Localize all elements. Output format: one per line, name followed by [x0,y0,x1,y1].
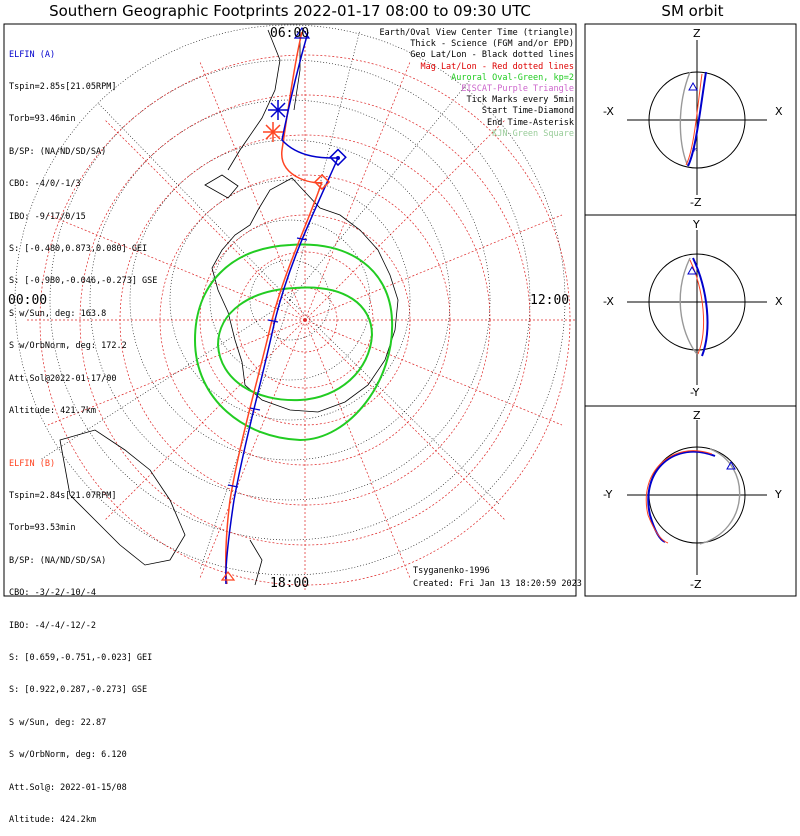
elfin-a-line: CBO: -4/0/-1/3 [9,179,81,190]
legend-item: Tick Marks every 5min [466,95,574,106]
lt-label-right: 12:00 [530,293,570,308]
south-america-coast [227,29,281,171]
sm3-label-left: -Y [603,488,613,501]
elfin-b-line: Torb=93.53min [9,523,76,534]
legend-item: Geo Lat/Lon - Black dotted lines [410,50,574,61]
elfin-a-start-marker [336,156,340,160]
elfin-a-line: IBO: -9/17/0/15 [9,211,86,222]
legend-item: EISCAT-Purple Triangle [461,84,574,95]
sm1-triangle [688,81,698,91]
new-zealand-coast [249,539,263,586]
legend-item: Auroral Oval-Green, kp=2 [451,72,574,83]
elfin-b-info: ELFIN (B) Tspin=2.84s[21.07RPM] Torb=93.… [9,437,152,836]
polar-map [14,24,575,590]
elfin-a-line: S: [-0.480,0.873,0.080] GEI [9,243,148,254]
elfin-a-start-diamond [329,148,347,167]
coastlines [59,29,399,586]
lt-label-top: 06:00 [270,26,310,41]
elfin-b-line: S: [0.659,-0.751,-0.023] GEI [9,652,153,663]
sm-panel-xz: * [627,40,767,195]
elfin-a-title: ELFIN (A) [9,49,56,60]
elfin-a-line: Tspin=2.85s[21.05RPM] [9,81,117,92]
sm3-orbit-ghost [699,448,741,545]
elfin-b-line: S: [0.922,0.287,-0.273] GSE [9,685,148,696]
elfin-b-line: CBO: -3/-2/-10/-4 [9,588,96,599]
auroral-oval-outer [193,243,394,442]
elfin-a-line: Torb=93.46min [9,114,76,125]
elfin-b-line: S w/Sun, deg: 22.87 [9,717,107,728]
elfin-a-line: S w/Sun, deg: 163.8 [9,308,107,319]
australia-coast [59,429,186,566]
sm3-triangle [726,460,736,470]
sm2-label-bottom: -Y [690,386,700,399]
legend-item: End Time-Asterisk [487,117,574,128]
sm2-label-right: X [775,295,783,308]
elfin-a-line: S w/OrbNorm, deg: 172.2 [9,341,127,352]
elfin-b-view-triangle [220,571,236,581]
elfin-b-line: Altitude: 424.2km [9,814,96,825]
sm3-orbit-b [645,450,713,544]
legend-item: KJN-Green Square [492,128,574,139]
sm3-label-right: Y [775,488,782,501]
elfin-a-info: ELFIN (A) Tspin=2.85s[21.05RPM] Torb=93.… [9,28,157,427]
legend-item: Start Time-Diamond [481,106,574,117]
sm1-label-left: -X [603,105,614,118]
page-title: Southern Geographic Footprints 2022-01-1… [49,2,531,20]
sm3-orbit-a [647,450,716,543]
credit-model: Tsyganenko-1996 [413,566,490,576]
elfin-b-line: Tspin=2.84s[21.07RPM] [9,490,117,501]
sm3-label-top: Z [693,409,701,422]
elfin-b-end-asterisk [263,122,283,142]
legend-item: Thick - Science (FGM and/or EPD) [410,39,574,50]
sm2-label-left: -X [603,295,614,308]
credit-created: Created: Fri Jan 13 18:20:59 2023 [413,579,582,589]
map-frame [3,23,577,597]
sm1-earth [648,71,746,169]
elfin-a-track [225,31,340,585]
sm2-orbit-ghost [679,257,698,355]
sm1-orbit-a [687,71,707,167]
sm2-triangle [687,265,697,275]
sm1-label-bottom: -Z [690,196,702,209]
island-coast [204,174,239,199]
elfin-b-line: IBO: -4/-4/-12/-2 [9,620,96,631]
legend-item: Earth/Oval View Center Time (triangle) [379,28,574,38]
elfin-b-line: B/SP: (NA/ND/SD/SA) [9,555,107,566]
elfin-a-ticks [227,237,308,488]
figure-canvas: * [3,23,797,597]
auroral-oval-inner [216,286,374,402]
elfin-a-line: B/SP: (NA/ND/SD/SA) [9,146,107,157]
elfin-a-line: Att.Sol@2022-01-17/00 [9,373,117,384]
elfin-b-start-diamond [313,173,331,191]
sm1-label-top: Z [693,27,701,40]
elfin-b-line: Att.Sol@: 2022-01-15/08 [9,782,127,793]
sm2-orbit-b [689,259,705,355]
map-legend: Earth/Oval View Center Time (triangle) T… [380,28,574,140]
legend-item: Mag Lat/Lon - Red dotted lines [420,61,574,72]
sm1-orbit-ghost [679,71,691,167]
auroral-oval [193,243,394,442]
sm2-orbit-a [692,257,709,357]
sm-panel-yz [627,420,767,575]
elfin-a-view-triangle [293,26,311,39]
sm3-label-bottom: -Z [690,578,702,591]
mag-lon-lines [25,40,575,590]
antarctica-coast [211,177,399,413]
lt-label-left: 00:00 [8,293,48,308]
lt-label-bottom: 18:00 [270,576,310,591]
sm-orbit-title: SM orbit [661,2,724,20]
sm1-orbit-b [685,73,703,166]
sm-panel-xy [627,230,767,385]
sm-frame [584,23,797,597]
sm1-label-right: X [775,105,783,118]
sm2-label-top: Y [693,218,700,231]
geo-lon-lines [39,29,501,571]
elfin-a-end-asterisk [268,100,288,120]
sm1-asterisk: * [692,146,697,157]
elfin-b-line: S w/OrbNorm, deg: 6.120 [9,750,127,761]
elfin-a-line: Altitude: 421.7km [9,405,96,416]
elfin-a-line: S: [-0.980,-0.046,-0.273] GSE [9,276,158,287]
sm2-earth [648,253,746,351]
elfin-b-title: ELFIN (B) [9,458,56,469]
